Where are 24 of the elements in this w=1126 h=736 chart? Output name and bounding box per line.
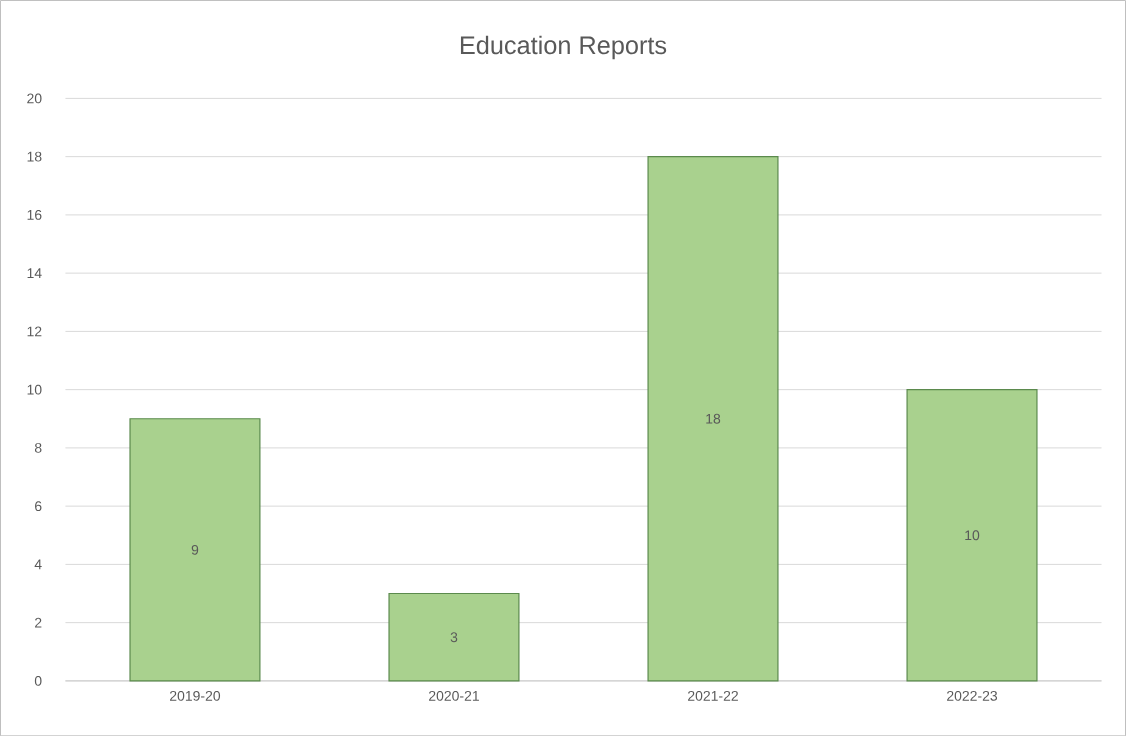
chart-title: Education Reports bbox=[460, 35, 667, 60]
bar bbox=[906, 388, 1038, 682]
data-label: 3 bbox=[450, 632, 458, 642]
y-tick-label: 10 bbox=[27, 384, 42, 395]
y-tick-label: 4 bbox=[34, 559, 42, 570]
bar bbox=[129, 418, 261, 682]
bar bbox=[647, 155, 779, 682]
data-label: 10 bbox=[965, 530, 980, 541]
y-tick-label: 0 bbox=[34, 675, 42, 686]
y-tick-label: 18 bbox=[27, 151, 42, 162]
x-tick-label: 2020-21 bbox=[429, 690, 479, 701]
y-tick-label: 14 bbox=[27, 268, 42, 278]
y-tick-label: 20 bbox=[27, 93, 42, 104]
y-tick-label: 12 bbox=[27, 326, 42, 337]
x-tick-label: 2019-20 bbox=[170, 690, 221, 701]
data-label: 18 bbox=[706, 413, 721, 424]
y-tick-label: 8 bbox=[34, 442, 42, 453]
y-tick-label: 16 bbox=[27, 209, 42, 220]
data-label: 9 bbox=[191, 544, 199, 555]
x-tick-label: 2022-23 bbox=[947, 690, 998, 701]
bar bbox=[388, 592, 520, 682]
x-tick-label: 2021-22 bbox=[688, 690, 738, 701]
y-tick-label: 6 bbox=[35, 501, 42, 511]
y-tick-label: 2 bbox=[35, 617, 42, 628]
